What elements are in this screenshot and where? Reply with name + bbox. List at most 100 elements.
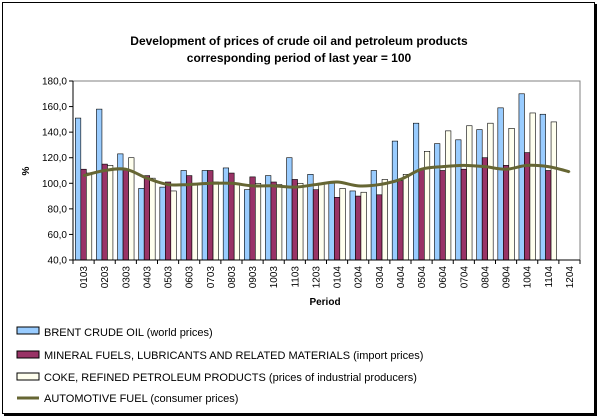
x-axis-label: Period <box>309 297 340 308</box>
bar-brent-crude-oil <box>413 122 420 261</box>
chart-title: Development of prices of crude oil and p… <box>130 34 468 48</box>
bar-brent-crude-oil <box>307 174 314 261</box>
bar-mineral-fuels <box>481 157 488 261</box>
x-tick-label: 0704 <box>459 266 470 289</box>
bar-coke-refined-products <box>529 112 536 261</box>
x-tick-label: 1103 <box>290 266 301 288</box>
line-point-automotive-fuel <box>251 184 254 187</box>
line-point-automotive-fuel <box>547 165 550 168</box>
bar-mineral-fuels <box>312 189 319 261</box>
legend-swatch-brent <box>16 326 40 335</box>
x-tick-label: 0204 <box>354 266 365 289</box>
chart-svg: Development of prices of crude oil and p… <box>16 34 581 405</box>
line-point-automotive-fuel <box>272 184 275 187</box>
line-point-automotive-fuel <box>378 183 381 186</box>
bar-coke-refined-products <box>297 182 304 261</box>
y-tick-label: 180,0 <box>42 77 67 88</box>
x-tick-label: 0604 <box>438 266 449 289</box>
line-automotive-fuel <box>83 163 570 189</box>
x-tick-label: 0503 <box>164 266 175 289</box>
legend: BRENT CRUDE OIL (world prices) MINERAL F… <box>16 326 423 405</box>
x-tick-label: 1004 <box>523 266 534 289</box>
legend-swatch-mineral-fuels <box>16 350 40 359</box>
line-point-automotive-fuel <box>462 164 465 167</box>
chart-subtitle: corresponding period of last year = 100 <box>187 51 412 65</box>
bar-mineral-fuels <box>165 181 172 261</box>
bar-coke-refined-products <box>508 128 515 261</box>
chart-frame: Development of prices of crude oil and p… <box>2 2 595 414</box>
bar-mineral-fuels <box>334 197 341 261</box>
bar-brent-crude-oil <box>476 129 483 261</box>
bar-mineral-fuels <box>418 168 425 261</box>
line-point-automotive-fuel <box>441 165 444 168</box>
y-tick-label: 80,0 <box>48 204 68 215</box>
bar-mineral-fuels <box>376 194 383 261</box>
bar-brent-crude-oil <box>349 190 356 261</box>
bar-mineral-fuels <box>503 165 510 261</box>
line-point-automotive-fuel <box>230 182 233 185</box>
bar-brent-crude-oil <box>518 93 525 261</box>
line-point-automotive-fuel <box>526 164 529 167</box>
x-tick-label: 0804 <box>480 266 491 289</box>
bar-mineral-fuels <box>249 176 256 261</box>
line-point-automotive-fuel <box>167 183 169 186</box>
x-tick-label: 0104 <box>333 266 344 289</box>
bar-mineral-fuels <box>80 168 87 261</box>
bar-mineral-fuels <box>545 170 552 261</box>
bar-coke-refined-products <box>487 122 494 261</box>
line-point-automotive-fuel <box>357 184 360 187</box>
bar-coke-refined-products <box>255 182 262 261</box>
bar-mineral-fuels <box>439 170 446 261</box>
line-point-automotive-fuel <box>293 186 296 189</box>
line-point-automotive-fuel <box>484 165 486 168</box>
y-axis-label: % <box>21 166 32 175</box>
line-point-automotive-fuel <box>188 183 191 186</box>
bar-brent-crude-oil <box>434 143 441 261</box>
y-tick-label: 160,0 <box>42 102 67 113</box>
bar-mineral-fuels <box>397 180 404 261</box>
x-tick-label: 1003 <box>269 266 280 289</box>
bar-coke-refined-products <box>212 181 219 261</box>
x-tick-label: 0603 <box>185 266 196 289</box>
bar-mineral-fuels <box>524 152 531 261</box>
bar-coke-refined-products <box>191 182 198 261</box>
bar-coke-refined-products <box>276 184 283 261</box>
bar-coke-refined-products <box>360 191 367 261</box>
bar-mineral-fuels <box>460 168 467 261</box>
bar-brent-crude-oil <box>391 140 398 261</box>
bar-mineral-fuels <box>291 179 298 261</box>
line-point-automotive-fuel <box>568 170 571 173</box>
bar-brent-crude-oil <box>75 117 82 261</box>
bar-coke-refined-products <box>550 121 557 261</box>
x-tick-label: 0404 <box>396 266 407 289</box>
x-tick-label: 0304 <box>375 266 386 289</box>
x-tick-label: 0203 <box>100 266 111 289</box>
bar-brent-crude-oil <box>265 175 272 261</box>
bar-mineral-fuels <box>101 163 108 261</box>
x-tick-label: 0303 <box>121 266 132 289</box>
line-point-automotive-fuel <box>146 177 148 180</box>
x-tick-label: 1204 <box>565 266 576 289</box>
x-tick-label: 1203 <box>311 266 322 289</box>
x-tick-label: 0904 <box>502 266 513 289</box>
bar-coke-refined-products <box>149 177 156 261</box>
bar-brent-crude-oil <box>328 182 335 261</box>
bar-mineral-fuels <box>228 172 235 261</box>
bar-mineral-fuels <box>270 181 277 261</box>
y-tick-label: 120,0 <box>42 153 67 164</box>
bar-mineral-fuels <box>186 175 193 261</box>
bar-brent-crude-oil <box>96 108 103 261</box>
bar-brent-crude-oil <box>159 186 166 261</box>
line-point-automotive-fuel <box>82 174 85 177</box>
legend-label-automotive-fuel: AUTOMOTIVE FUEL (consumer prices) <box>44 393 238 405</box>
bar-coke-refined-products <box>339 188 346 261</box>
y-tick-label: 140,0 <box>42 128 67 139</box>
bar-brent-crude-oil <box>244 189 251 261</box>
line-point-automotive-fuel <box>124 168 127 171</box>
line-point-automotive-fuel <box>505 168 507 171</box>
line-point-automotive-fuel <box>420 168 423 171</box>
x-tick-label: 0504 <box>417 266 428 289</box>
legend-label-brent: BRENT CRUDE OIL (world prices) <box>44 327 213 339</box>
bar-brent-crude-oil <box>539 113 546 261</box>
x-tick-label: 0803 <box>227 266 238 289</box>
